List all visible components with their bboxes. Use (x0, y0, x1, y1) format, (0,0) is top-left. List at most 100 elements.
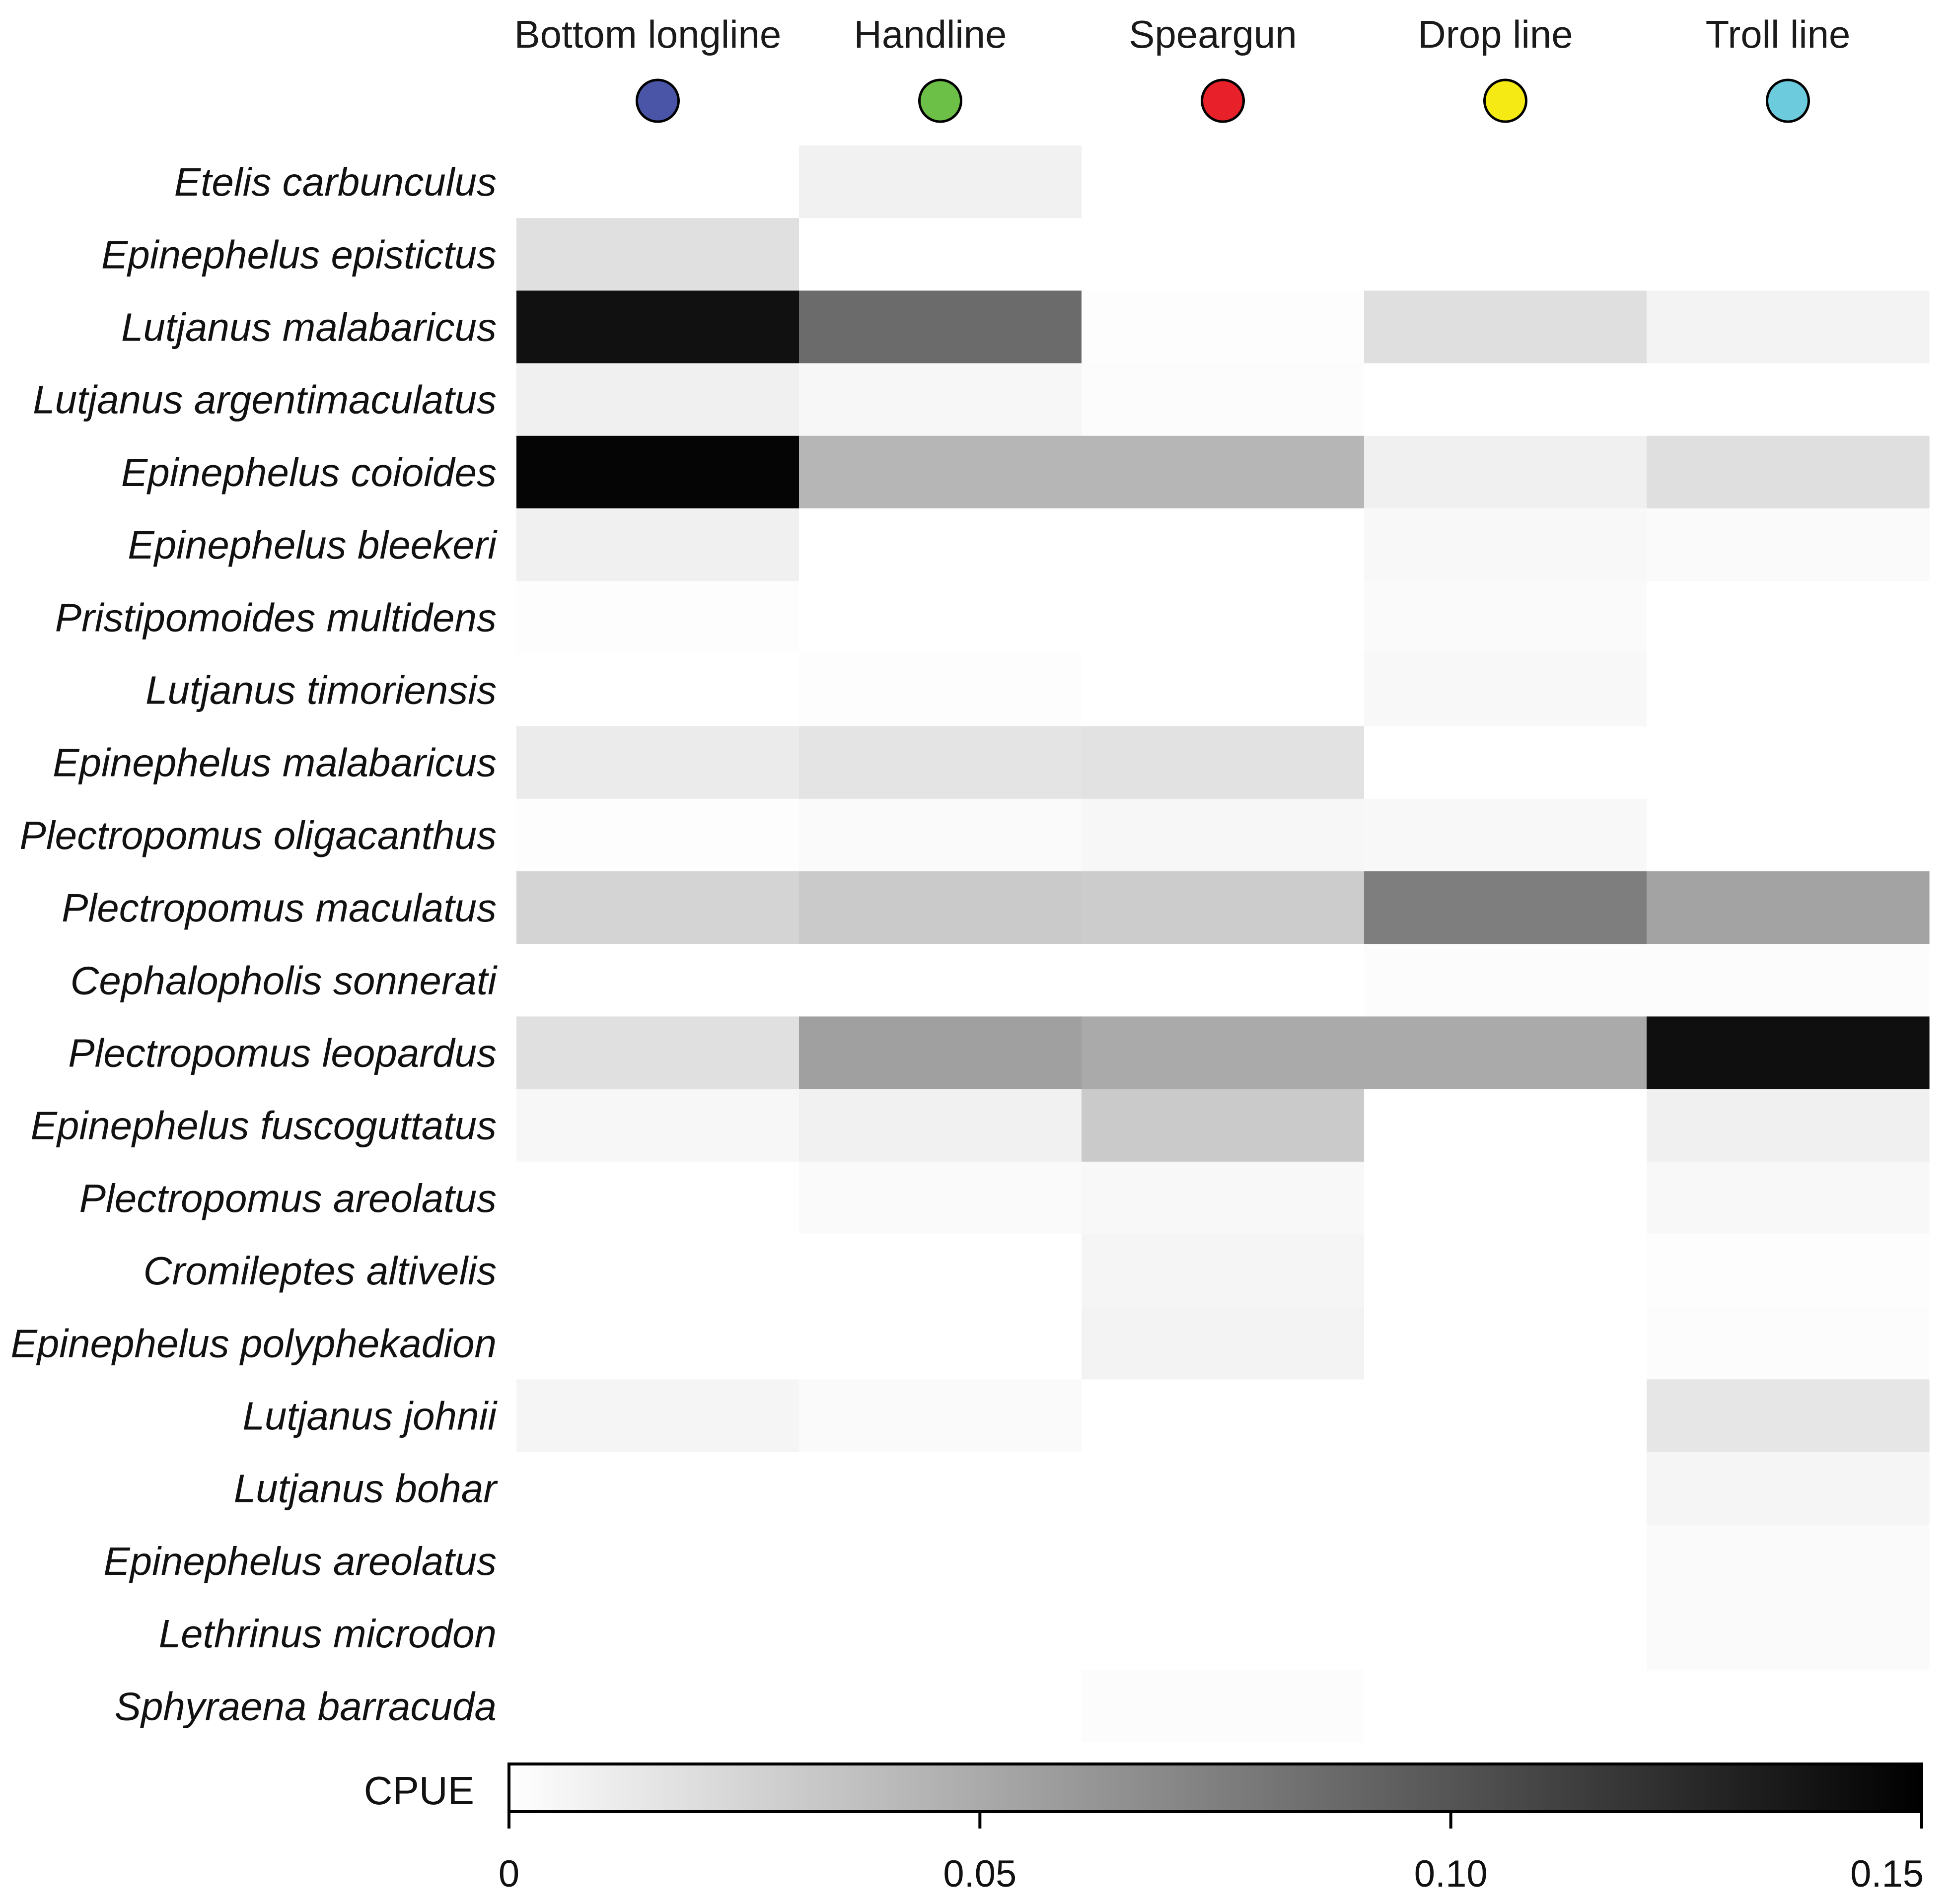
heatmap-cell-epinephelus-epistictus-speargun (1082, 218, 1365, 291)
heatmap-cell-plectropomus-leopardus-handline (799, 1016, 1082, 1090)
heatmap-cell-etelis-carbunculus-bottom-longline (516, 145, 799, 218)
species-label-plectropomus-areolatus: Plectropomus areolatus (79, 1176, 497, 1220)
heatmap-cell-epinephelus-areolatus-bottom-longline (516, 1524, 799, 1598)
heatmap-cell-epinephelus-bleekeri-handline (799, 508, 1082, 581)
heatmap-cell-lutjanus-johnii-bottom-longline (516, 1379, 799, 1453)
species-label-lutjanus-argentimaculatus: Lutjanus argentimaculatus (33, 378, 497, 422)
heatmap-cell-cromileptes-altivelis-drop-line (1364, 1234, 1647, 1307)
species-label-lutjanus-bohar: Lutjanus bohar (234, 1467, 499, 1511)
heatmap-cell-epinephelus-bleekeri-troll-line (1647, 508, 1930, 581)
heatmap-cell-plectropomus-oligacanthus-drop-line (1364, 798, 1647, 872)
heatmap-cell-plectropomus-leopardus-bottom-longline (516, 1016, 799, 1090)
heatmap-cell-lutjanus-argentimaculatus-speargun (1082, 363, 1365, 436)
heatmap-cell-lutjanus-timoriensis-troll-line (1647, 653, 1930, 727)
heatmap-cell-lutjanus-malabaricus-handline (799, 290, 1082, 364)
heatmap-cell-lutjanus-bohar-bottom-longline (516, 1452, 799, 1525)
heatmap-cell-epinephelus-malabaricus-handline (799, 726, 1082, 799)
heatmap-cell-plectropomus-maculatus-bottom-longline (516, 871, 799, 944)
species-label-epinephelus-areolatus: Epinephelus areolatus (103, 1539, 497, 1583)
heatmap-cell-sphyraena-barracuda-drop-line (1364, 1670, 1647, 1743)
species-label-cromileptes-altivelis: Cromileptes altivelis (144, 1249, 497, 1293)
heatmap-cell-epinephelus-coioides-troll-line (1647, 435, 1930, 509)
heatmap-cell-plectropomus-areolatus-speargun (1082, 1161, 1365, 1235)
species-label-pristipomoides-multidens: Pristipomoides multidens (55, 595, 497, 639)
species-label-epinephelus-coioides: Epinephelus coioides (121, 450, 497, 494)
heatmap-cell-epinephelus-areolatus-handline (799, 1524, 1082, 1598)
heatmap-cell-lutjanus-argentimaculatus-troll-line (1647, 363, 1930, 436)
heatmap-cell-epinephelus-coioides-speargun (1082, 435, 1365, 509)
heatmap-cell-plectropomus-oligacanthus-troll-line (1647, 798, 1930, 872)
heatmap-cell-lutjanus-bohar-handline (799, 1452, 1082, 1525)
heatmap-cell-cephalopholis-sonnerati-drop-line (1364, 944, 1647, 1017)
heatmap-cell-epinephelus-epistictus-bottom-longline (516, 218, 799, 291)
heatmap-cell-epinephelus-polyphekadion-troll-line (1647, 1307, 1930, 1380)
gear-label-troll-line: Troll line (1706, 12, 1851, 56)
heatmap-cell-sphyraena-barracuda-speargun (1082, 1670, 1365, 1743)
heatmap-cell-epinephelus-epistictus-troll-line (1647, 218, 1930, 291)
heatmap-cell-pristipomoides-multidens-handline (799, 581, 1082, 654)
species-label-plectropomus-maculatus: Plectropomus maculatus (62, 886, 497, 930)
heatmap-cell-etelis-carbunculus-troll-line (1647, 145, 1930, 218)
colorbar-tick-label: 0.15 (1850, 1853, 1924, 1895)
colorbar-title: CPUE (364, 1768, 474, 1813)
species-label-lethrinus-microdon: Lethrinus microdon (159, 1612, 497, 1656)
heatmap-cell-cephalopholis-sonnerati-bottom-longline (516, 944, 799, 1017)
heatmap-cell-plectropomus-leopardus-drop-line (1364, 1016, 1647, 1090)
heatmap-cell-epinephelus-fuscoguttatus-troll-line (1647, 1089, 1930, 1162)
heatmap-cell-plectropomus-areolatus-drop-line (1364, 1161, 1647, 1235)
heatmap-cell-lutjanus-malabaricus-bottom-longline (516, 290, 799, 364)
heatmap-cell-lutjanus-bohar-speargun (1082, 1452, 1365, 1525)
species-label-epinephelus-epistictus: Epinephelus epistictus (101, 232, 497, 277)
heatmap-cell-lutjanus-timoriensis-handline (799, 653, 1082, 727)
species-label-etelis-carbunculus: Etelis carbunculus (174, 160, 497, 204)
heatmap-cell-epinephelus-polyphekadion-speargun (1082, 1307, 1365, 1380)
heatmap-cell-lutjanus-malabaricus-troll-line (1647, 290, 1930, 364)
heatmap-cell-plectropomus-areolatus-handline (799, 1161, 1082, 1235)
gear-marker-bottom-longline (636, 78, 680, 123)
species-label-epinephelus-polyphekadion: Epinephelus polyphekadion (10, 1321, 497, 1365)
heatmap-cell-cromileptes-altivelis-troll-line (1647, 1234, 1930, 1307)
heatmap-cell-lethrinus-microdon-drop-line (1364, 1597, 1647, 1670)
gear-label-drop-line: Drop line (1418, 12, 1573, 56)
heatmap-cell-lutjanus-timoriensis-speargun (1082, 653, 1365, 727)
heatmap-cell-plectropomus-oligacanthus-bottom-longline (516, 798, 799, 872)
species-label-epinephelus-bleekeri: Epinephelus bleekeri (128, 523, 498, 567)
heatmap-cell-pristipomoides-multidens-drop-line (1364, 581, 1647, 654)
heatmap-cell-epinephelus-areolatus-troll-line (1647, 1524, 1930, 1598)
heatmap-cell-epinephelus-polyphekadion-drop-line (1364, 1307, 1647, 1380)
species-axis: Etelis carbunculus Epinephelus epistictus… (10, 160, 498, 1728)
heatmap-cell-lutjanus-timoriensis-drop-line (1364, 653, 1647, 727)
heatmap-cell-plectropomus-areolatus-troll-line (1647, 1161, 1930, 1235)
heatmap-cell-sphyraena-barracuda-troll-line (1647, 1670, 1930, 1743)
heatmap-cell-epinephelus-areolatus-speargun (1082, 1524, 1365, 1598)
heatmap-cell-plectropomus-maculatus-drop-line (1364, 871, 1647, 944)
species-label-plectropomus-oligacanthus: Plectropomus oligacanthus (19, 813, 497, 857)
heatmap-cell-plectropomus-leopardus-troll-line (1647, 1016, 1930, 1090)
gear-marker-drop-line (1483, 78, 1527, 123)
heatmap-cell-epinephelus-malabaricus-troll-line (1647, 726, 1930, 799)
heatmap-cell-cromileptes-altivelis-bottom-longline (516, 1234, 799, 1307)
heatmap-cell-cephalopholis-sonnerati-troll-line (1647, 944, 1930, 1017)
heatmap-cell-etelis-carbunculus-handline (799, 145, 1082, 218)
heatmap-cell-epinephelus-fuscoguttatus-handline (799, 1089, 1082, 1162)
heatmap-cell-cephalopholis-sonnerati-handline (799, 944, 1082, 1017)
heatmap-cell-epinephelus-polyphekadion-handline (799, 1307, 1082, 1380)
heatmap-cell-epinephelus-bleekeri-speargun (1082, 508, 1365, 581)
heatmap-cell-epinephelus-fuscoguttatus-bottom-longline (516, 1089, 799, 1162)
heatmap-cell-etelis-carbunculus-drop-line (1364, 145, 1647, 218)
cpue-colorbar: CPUE 0 0.05 0.10 0.15 (364, 1763, 1924, 1895)
heatmap-cell-epinephelus-epistictus-drop-line (1364, 218, 1647, 291)
heatmap-cell-plectropomus-leopardus-speargun (1082, 1016, 1365, 1090)
heatmap-cell-sphyraena-barracuda-handline (799, 1670, 1082, 1743)
heatmap-cell-lethrinus-microdon-handline (799, 1597, 1082, 1670)
species-label-cephalopholis-sonnerati: Cephalopholis sonnerati (71, 958, 498, 1002)
species-label-sphyraena-barracuda: Sphyraena barracuda (115, 1684, 497, 1728)
species-label-epinephelus-fuscoguttatus: Epinephelus fuscoguttatus (31, 1104, 497, 1148)
heatmap-cell-lethrinus-microdon-bottom-longline (516, 1597, 799, 1670)
colorbar-tick-label: 0 (499, 1853, 519, 1895)
heatmap-cell-epinephelus-coioides-drop-line (1364, 435, 1647, 509)
heatmap-cell-lethrinus-microdon-troll-line (1647, 1597, 1930, 1670)
heatmap-cell-epinephelus-malabaricus-bottom-longline (516, 726, 799, 799)
heatmap-cell-pristipomoides-multidens-troll-line (1647, 581, 1930, 654)
